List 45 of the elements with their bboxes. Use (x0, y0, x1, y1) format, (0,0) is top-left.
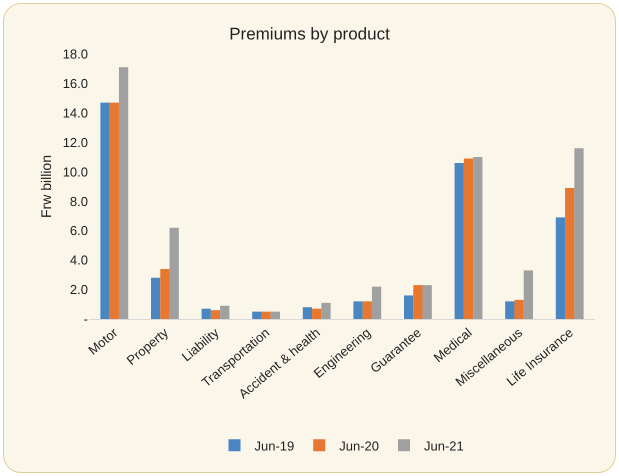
bar (565, 188, 574, 319)
legend-label: Jun-20 (339, 438, 379, 454)
bar (160, 268, 170, 319)
bar (422, 285, 432, 319)
legend-label: Jun-19 (254, 438, 294, 454)
y-tick-label: 18.0 (62, 46, 88, 62)
bar (404, 295, 414, 319)
y-axis-title: Frw billion (38, 154, 54, 218)
y-tick-label: 10.0 (62, 164, 88, 180)
bar (464, 158, 474, 319)
bar (170, 228, 179, 319)
bar (210, 310, 220, 319)
bar (524, 270, 534, 319)
bar (362, 301, 372, 319)
bar (413, 285, 423, 319)
bar (270, 312, 280, 319)
bar (100, 102, 110, 319)
y-tick-label: 12.0 (62, 134, 88, 150)
bar (261, 312, 271, 319)
bar (473, 157, 482, 319)
y-tick-label: 2.0 (70, 282, 88, 298)
bar (118, 67, 128, 319)
bar (302, 307, 312, 319)
y-tick-label: 4.0 (70, 252, 88, 268)
bar (353, 301, 363, 319)
bar (220, 306, 230, 319)
bar (505, 301, 514, 319)
y-tick-label: 6.0 (70, 223, 88, 238)
bar (202, 308, 211, 319)
bar (514, 300, 524, 319)
bar (252, 312, 262, 319)
y-tick-label: - (84, 312, 88, 327)
bar (312, 308, 322, 319)
bar (454, 162, 464, 319)
bar (574, 148, 584, 319)
bar (556, 217, 566, 319)
bar (372, 286, 382, 319)
chart-title: Premiums by product (229, 24, 390, 44)
bar (110, 102, 119, 319)
bar (150, 278, 160, 319)
bar (321, 302, 331, 319)
y-tick-label: 8.0 (70, 194, 88, 209)
y-tick-label: 14.0 (62, 105, 88, 120)
legend-label: Jun-21 (424, 438, 464, 454)
y-tick-label: 16.0 (62, 76, 88, 91)
